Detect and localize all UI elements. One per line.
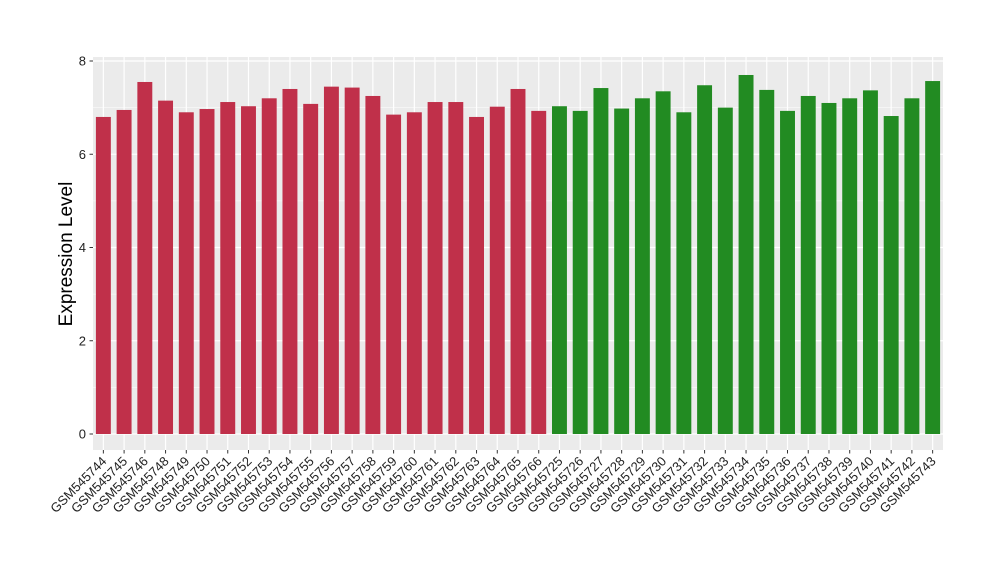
bar-GSM545744	[95, 116, 111, 434]
bar-GSM545763	[469, 116, 484, 434]
bar-GSM545735	[759, 89, 775, 434]
bar-GSM545743	[925, 81, 941, 434]
y-tick-label: 2	[79, 333, 86, 348]
bar-GSM545762	[448, 102, 464, 434]
y-axis-label: Expression Level	[56, 182, 77, 327]
y-tick-label: 4	[79, 240, 86, 255]
bar-GSM545750	[199, 109, 215, 435]
bar-GSM545756	[323, 86, 339, 435]
bar-GSM545751	[220, 102, 236, 434]
bar-GSM545727	[593, 88, 609, 434]
bar-GSM545755	[303, 103, 319, 435]
bar-GSM545728	[614, 108, 630, 435]
y-tick-label: 6	[79, 147, 86, 162]
bar-GSM545765	[510, 88, 526, 434]
bar-GSM545725	[552, 106, 567, 434]
bar-GSM545753	[261, 98, 277, 435]
bar-GSM545729	[634, 98, 650, 435]
bar-GSM545733	[717, 107, 733, 434]
bar-GSM545757	[344, 87, 360, 435]
bar-GSM545730	[655, 91, 671, 435]
bar-GSM545752	[241, 106, 256, 434]
bar-GSM545736	[780, 110, 795, 435]
bar-GSM545738	[821, 102, 837, 435]
bar-GSM545739	[842, 98, 858, 435]
bar-GSM545745	[116, 109, 132, 435]
bar-GSM545734	[738, 74, 754, 435]
bar-GSM545758	[365, 95, 381, 434]
y-tick-label: 0	[79, 427, 86, 442]
bars	[95, 74, 941, 435]
bar-GSM545740	[862, 90, 878, 434]
bar-GSM545754	[282, 88, 298, 434]
x-axis: GSM545744GSM545745GSM545746GSM545748GSM5…	[47, 450, 939, 516]
bar-GSM545759	[386, 114, 402, 435]
bar-GSM545764	[489, 106, 505, 434]
bar-GSM545741	[883, 116, 899, 434]
bar-GSM545760	[406, 112, 422, 434]
y-axis: 0 2 4 6 8	[79, 54, 93, 442]
bar-GSM545737	[800, 95, 816, 434]
bar-GSM545742	[904, 98, 920, 435]
bar-GSM545748	[158, 100, 174, 434]
bar-GSM545761	[427, 102, 443, 434]
bar-GSM545731	[676, 112, 692, 434]
y-tick-label: 8	[79, 54, 86, 69]
bar-GSM545732	[697, 85, 713, 435]
bar-GSM545749	[178, 112, 194, 434]
bar-GSM545726	[572, 110, 588, 435]
bar-GSM545766	[531, 110, 547, 435]
bar-GSM545746	[137, 81, 153, 434]
